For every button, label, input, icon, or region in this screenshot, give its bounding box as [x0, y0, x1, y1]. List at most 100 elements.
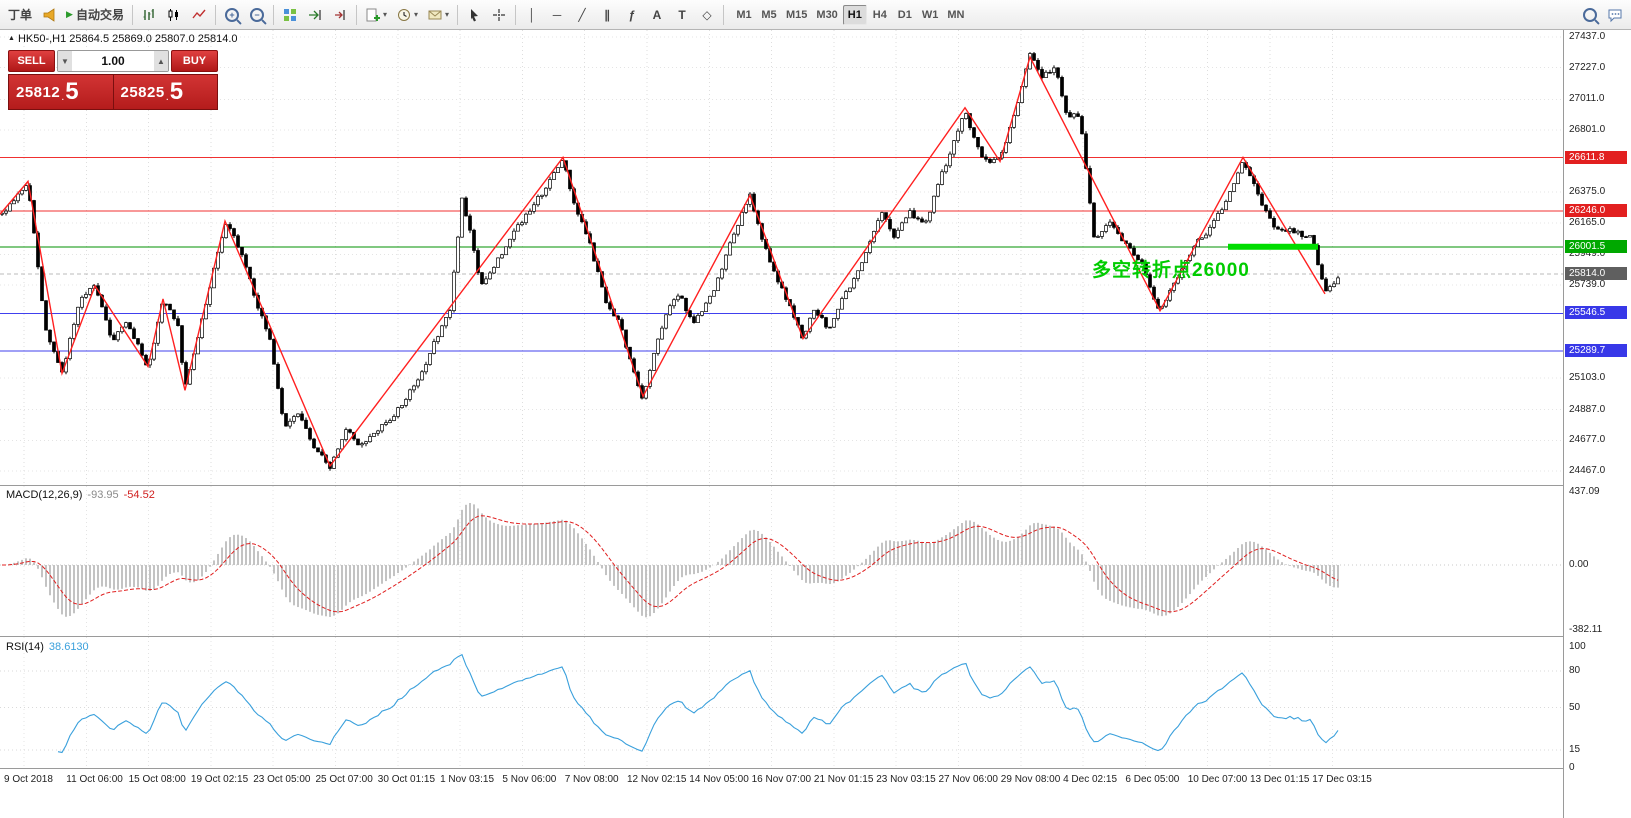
macd-value: -93.95 [87, 489, 119, 501]
macd-label: MACD(12,26,9) -93.95 -54.52 [6, 489, 155, 501]
sell-button[interactable]: SELL [8, 50, 55, 72]
channel-tool-button[interactable]: ∥ [595, 3, 619, 27]
rsi-label: RSI(14) 38.6130 [6, 641, 89, 653]
macd-name: MACD(12,26,9) [6, 489, 83, 501]
time-axis-label: 25 Oct 07:00 [315, 774, 373, 785]
time-axis-label: 7 Nov 08:00 [564, 774, 619, 785]
time-axis-label: 15 Oct 08:00 [128, 774, 186, 785]
text-tool-button[interactable]: A [645, 3, 669, 27]
price-line-badge[interactable]: 25289.7 [1565, 343, 1627, 357]
panel-separator[interactable] [0, 485, 1563, 486]
rsi-indicator-chart[interactable] [0, 637, 1563, 768]
time-axis-label: 23 Oct 05:00 [253, 774, 311, 785]
time-axis[interactable]: 9 Oct 2018 11 Oct 06:00 15 Oct 08:00 19 Oct… [0, 768, 1563, 818]
auto-scroll-button[interactable] [303, 3, 327, 27]
play-icon: ▶ [66, 9, 73, 19]
tile-windows-button[interactable] [278, 3, 302, 27]
sell-price-main: 25812 [16, 83, 61, 101]
bar-chart-icon [143, 8, 154, 20]
timeframe-button-h4[interactable]: H4 [868, 5, 892, 25]
time-axis-label: 6 Dec 05:00 [1125, 774, 1180, 785]
toolbar-separator [214, 4, 216, 25]
rsi-scale-label: 80 [1569, 665, 1581, 677]
new-order-button[interactable]: ▾ [361, 3, 391, 27]
zoom-in-button[interactable]: + [220, 3, 244, 27]
time-axis-label: 1 Nov 03:15 [440, 774, 495, 785]
vertical-line-tool-button[interactable]: │ [520, 3, 544, 27]
macd-scale-label: -382.11 [1569, 624, 1603, 635]
search-icon [1583, 7, 1597, 22]
template-menu-button[interactable]: ▾ [423, 3, 453, 27]
rsi-scale-label: 0 [1569, 762, 1575, 773]
line-chart-button[interactable] [187, 3, 211, 27]
dropdown-caret-icon: ▾ [382, 10, 387, 19]
toolbar-separator [457, 4, 458, 25]
order-button[interactable]: 丁单 [4, 3, 36, 27]
symbol-period: HK50-,H1 [17, 33, 67, 45]
fibonacci-tool-button[interactable]: ƒ [620, 3, 644, 27]
timeframe-button-mn[interactable]: MN [943, 5, 968, 25]
volume-value[interactable]: 1.00 [101, 54, 125, 68]
time-axis-label: 19 Oct 02:15 [190, 774, 249, 785]
buy-price-dot: . [165, 91, 169, 103]
price-line-badge[interactable]: 26246.0 [1565, 204, 1627, 218]
search-button[interactable] [1578, 3, 1602, 27]
price-scale-label: 27011.0 [1569, 93, 1605, 105]
timeframe-button-m5[interactable]: M5 [757, 5, 781, 25]
timeframe-toolbar: M1 M5 M15 M30 H1 H4 D1 W1 MN [732, 4, 968, 25]
envelope-icon [428, 10, 442, 19]
macd-scale-label: 0.00 [1569, 559, 1589, 570]
price-line-badge[interactable]: 25546.5 [1565, 306, 1627, 320]
rsi-scale-label: 50 [1569, 701, 1581, 713]
price-line-badge[interactable]: 26001.5 [1565, 239, 1627, 253]
chart-info-line: ▲ HK50-,H1 25864.5 25869.0 25807.0 25814.… [8, 33, 238, 45]
shapes-tool-button[interactable]: ◇ [695, 3, 719, 27]
timeframe-button-m15[interactable]: M15 [782, 5, 811, 25]
volume-decrease-button[interactable]: ▼ [58, 51, 72, 71]
line-chart-icon [192, 9, 206, 18]
time-axis-label: 5 Nov 06:00 [502, 774, 557, 785]
timeframe-button-w1[interactable]: W1 [918, 5, 943, 25]
macd-indicator-chart[interactable] [0, 486, 1563, 636]
crosshair-tool-button[interactable] [487, 3, 511, 27]
sell-price[interactable]: 25812. 5 [9, 75, 114, 109]
timeframe-button-m30[interactable]: M30 [812, 5, 841, 25]
rsi-scale-label: 15 [1569, 743, 1581, 755]
time-axis-label: 10 Dec 07:00 [1187, 774, 1248, 785]
chart-annotation-text[interactable]: 多空转折点26000 [1092, 260, 1250, 281]
time-axis-label: 16 Nov 07:00 [751, 774, 812, 785]
chart-shift-button[interactable] [328, 3, 352, 27]
price-scale-label: 24887.0 [1569, 403, 1606, 415]
price-line-badge[interactable]: 25814.0 [1565, 267, 1627, 281]
bar-chart-button[interactable] [137, 3, 161, 27]
timeframe-button-h1[interactable]: H1 [842, 4, 867, 25]
buy-price[interactable]: 25825. 5 [113, 75, 217, 109]
price-chart[interactable] [0, 30, 1563, 485]
autotrade-button[interactable]: ▶ 自动交易 [62, 3, 128, 27]
volume-increase-button[interactable]: ▲ [154, 51, 168, 71]
zoom-out-button[interactable]: − [245, 3, 269, 27]
period-menu-button[interactable]: ▾ [392, 3, 422, 27]
toolbar-separator [355, 4, 357, 25]
trendline-tool-button[interactable]: ╱ [570, 3, 594, 27]
toolbar-separator [131, 4, 133, 25]
panel-separator[interactable] [0, 636, 1563, 637]
cursor-tool-button[interactable] [462, 3, 486, 27]
timeframe-button-d1[interactable]: D1 [893, 5, 917, 25]
time-axis-label: 12 Nov 02:15 [627, 774, 687, 785]
label-tool-button[interactable]: T [670, 3, 694, 27]
candlestick-chart-button[interactable] [162, 3, 186, 27]
announcement-icon-button[interactable] [37, 3, 61, 27]
buy-button[interactable]: BUY [171, 50, 218, 72]
timeframe-button-m1[interactable]: M1 [732, 5, 756, 25]
chat-button[interactable] [1603, 3, 1627, 27]
time-axis-label: 4 Dec 02:15 [1063, 774, 1118, 785]
candlestick-icon [168, 8, 178, 21]
horizontal-line-tool-button[interactable]: ─ [545, 3, 569, 27]
price-line-badge[interactable]: 26611.8 [1565, 150, 1627, 164]
volume-stepper[interactable]: ▼ 1.00 ▲ [57, 50, 169, 72]
price-scale-label: 27437.0 [1569, 31, 1606, 42]
time-axis-label: 9 Oct 2018 [4, 774, 53, 785]
dropdown-caret-icon: ▾ [413, 10, 418, 19]
price-axis[interactable]: 27437.0 27227.0 27011.0 26801.0 26375.0 26165… [1563, 30, 1631, 818]
